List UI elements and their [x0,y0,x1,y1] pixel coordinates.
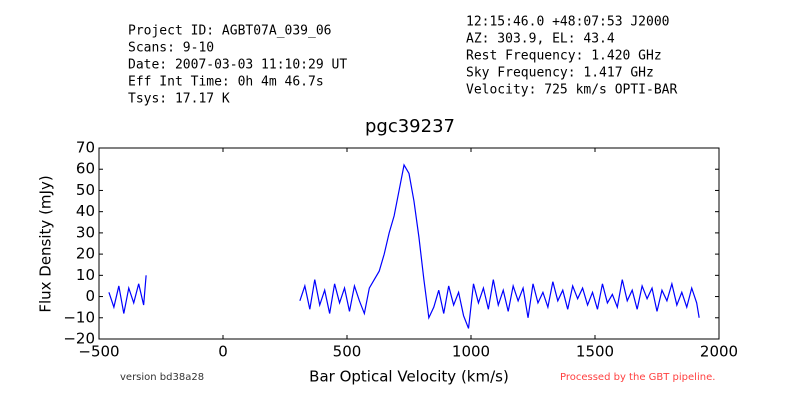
x-tick-label: −500 [78,343,119,361]
y-tick-label: −20 [63,330,95,348]
info-line: Rest Frequency: 1.420 GHz [466,49,662,64]
info-line: Velocity: 725 km/s OPTI-BAR [466,83,677,98]
info-line: Eff Int Time: 0h 4m 46.7s [128,75,324,90]
y-tick-label: −10 [63,308,95,326]
y-tick-label: 30 [76,223,95,241]
x-tick-label: 1000 [452,343,490,361]
info-line: Project ID: AGBT07A_039_06 [128,24,332,39]
y-tick-label: 40 [76,202,95,220]
x-tick-label: 500 [333,343,362,361]
chart-title: pgc39237 [365,116,455,137]
info-line: Scans: 9-10 [128,41,214,56]
info-line: 12:15:46.0 +48:07:53 J2000 [466,15,670,30]
plot-frame [98,147,720,340]
x-axis-label: Bar Optical Velocity (km/s) [309,368,509,386]
x-tick-label: 2000 [700,343,738,361]
y-tick-label: 50 [76,181,95,199]
y-axis-label: Flux Density (mJy) [37,175,55,312]
y-tick-label: 60 [76,160,95,178]
info-line: Tsys: 17.17 K [128,92,230,107]
info-line: Date: 2007-03-03 11:10:29 UT [128,58,347,73]
x-tick-label: 1500 [576,343,614,361]
y-tick-label: 70 [76,139,95,157]
version-note: version bd38a28 [120,372,204,383]
data-line [108,275,147,314]
y-tick-label: 20 [76,245,95,263]
info-line: Sky Frequency: 1.417 GHz [466,66,654,81]
y-tick-label: 10 [76,266,95,284]
data-line [299,163,700,329]
info-line: AZ: 303.9, EL: 43.4 [466,32,615,47]
y-tick-label: 0 [85,287,95,305]
pipeline-note: Processed by the GBT pipeline. [560,372,715,383]
x-tick-label: 0 [218,343,228,361]
